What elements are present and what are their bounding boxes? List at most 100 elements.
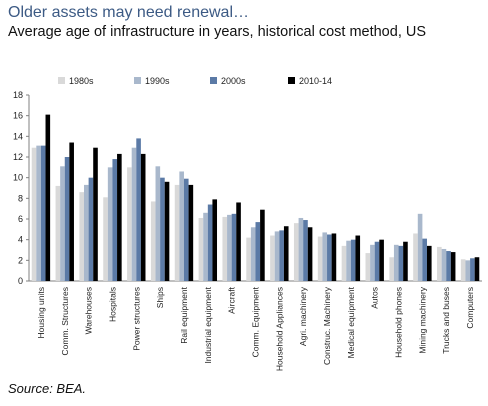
category-label: Warehouses <box>84 287 94 334</box>
bar <box>398 245 404 281</box>
bar <box>270 235 275 281</box>
legend-swatch <box>134 77 141 84</box>
bar <box>303 220 308 281</box>
bar <box>31 147 37 281</box>
bar <box>117 153 122 281</box>
bar <box>140 153 146 281</box>
bar <box>331 233 337 281</box>
chart-subtitle: Average age of infrastructure in years, … <box>8 24 427 40</box>
category-label: Aircraft <box>227 286 237 314</box>
source-note: Source: BEA. <box>8 381 87 396</box>
bar <box>103 197 108 281</box>
bar <box>212 199 218 281</box>
y-tick-label: 8 <box>18 193 23 203</box>
y-tick-label: 2 <box>18 255 23 265</box>
bar <box>322 232 328 281</box>
chart-title: Older assets may need renewal… <box>8 4 249 21</box>
bar <box>136 138 141 281</box>
bar <box>107 167 113 281</box>
bar <box>231 213 237 281</box>
bar <box>379 239 384 281</box>
bar <box>183 178 189 281</box>
y-tick-label: 16 <box>13 111 23 121</box>
category-label: Computers <box>465 287 475 329</box>
bar <box>179 171 184 281</box>
y-tick-label: 4 <box>18 235 23 245</box>
bar <box>36 145 41 281</box>
bar <box>426 245 432 281</box>
bar <box>460 259 466 281</box>
bar <box>84 184 89 281</box>
bar <box>374 241 380 281</box>
bar <box>93 147 98 281</box>
bar <box>298 217 304 281</box>
legend-label: 1980s <box>69 76 94 86</box>
bar <box>188 184 194 281</box>
bar <box>417 213 423 281</box>
bar <box>450 252 456 281</box>
bar <box>389 257 394 281</box>
bar <box>155 166 161 281</box>
bar <box>79 192 85 281</box>
bar <box>283 226 289 281</box>
bar <box>346 240 351 281</box>
bar <box>422 238 427 281</box>
bar <box>403 241 408 281</box>
bar <box>441 248 447 281</box>
bar <box>350 239 356 281</box>
category-label: Autos <box>370 287 380 309</box>
category-label: Housing units <box>36 287 46 339</box>
bar <box>150 201 156 281</box>
bar <box>222 216 228 281</box>
y-tick-label: 0 <box>18 276 23 286</box>
legend-swatch <box>210 77 217 84</box>
bar <box>203 212 208 281</box>
bar <box>131 147 137 281</box>
bar <box>174 184 180 281</box>
bar <box>327 234 332 281</box>
bar <box>250 227 256 281</box>
bar <box>474 257 480 281</box>
bar <box>370 244 375 281</box>
bar-chart: 0 2 4 6 8 10 12 14 16 18 Housing units Comm. Struct… <box>13 76 482 371</box>
bar <box>393 244 399 281</box>
bar <box>413 233 418 281</box>
y-tick-label: 10 <box>13 173 23 183</box>
legend-swatch <box>58 77 65 84</box>
bar <box>164 181 170 281</box>
bar <box>45 114 51 281</box>
bar <box>446 251 451 281</box>
bar <box>40 145 46 281</box>
category-label: Construc. Machinery <box>322 286 332 365</box>
legend-label: 1990s <box>145 76 170 86</box>
category-label: Rail equipment <box>179 286 189 343</box>
bar <box>55 185 61 281</box>
y-tick-label: 12 <box>13 152 23 162</box>
category-label: Household phones <box>394 287 404 358</box>
bar <box>60 166 65 281</box>
legend-label: 2000s <box>221 76 246 86</box>
bar <box>227 214 232 281</box>
bar <box>88 177 94 281</box>
bar <box>207 204 213 281</box>
bar <box>307 227 313 281</box>
category-label: Ships <box>155 287 165 308</box>
bar <box>274 231 280 281</box>
bar <box>246 237 251 281</box>
y-tick-label: 18 <box>13 90 23 100</box>
legend-label: 2010-14 <box>299 76 332 86</box>
bar <box>355 235 361 281</box>
bar <box>64 157 70 281</box>
bar <box>365 253 371 281</box>
category-label: Agri. machinery <box>298 286 308 346</box>
bar <box>317 236 323 281</box>
category-label: Hospitals <box>107 287 117 322</box>
bar <box>160 177 165 281</box>
bar <box>470 258 475 281</box>
bar <box>69 142 74 281</box>
y-tick-label: 14 <box>13 131 23 141</box>
bar <box>260 209 265 281</box>
category-label: Power structures <box>131 287 141 351</box>
category-label: Comm. Equipment <box>251 286 261 357</box>
bar <box>341 245 347 281</box>
